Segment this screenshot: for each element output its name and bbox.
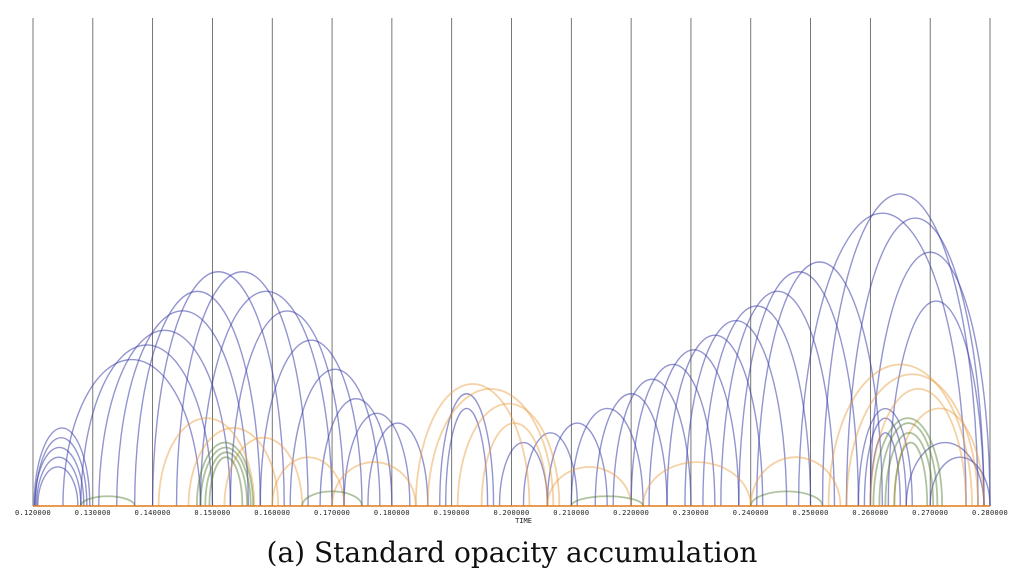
vertical-gridlines bbox=[32, 18, 991, 506]
blue-arc-25 bbox=[594, 393, 668, 507]
blue-arc-29 bbox=[666, 334, 764, 507]
green-arc-10 bbox=[570, 495, 644, 507]
x-tick-labels: 0.120000 0.130000 0.140000 0.150000 0.160000… bbox=[15, 509, 1008, 517]
blue-arc-41 bbox=[863, 417, 907, 507]
x-tick-label-1: 0.130000 bbox=[75, 509, 111, 517]
orange-arc-2 bbox=[223, 436, 304, 507]
arc-chart: 0.120000 0.130000 0.140000 0.150000 0.160000… bbox=[15, 18, 1008, 525]
x-tick-label-11: 0.230000 bbox=[673, 509, 709, 517]
orange-arc-10 bbox=[642, 461, 752, 507]
blue-arc-24 bbox=[570, 407, 644, 507]
blue-arc-26 bbox=[612, 378, 692, 507]
blue-arc-27 bbox=[630, 364, 716, 507]
orange-arc-3 bbox=[271, 456, 345, 507]
blue-arc-17 bbox=[343, 412, 411, 507]
blue-arc-44 bbox=[929, 456, 991, 507]
blue-arc-37 bbox=[845, 217, 985, 507]
green-arc-3 bbox=[208, 456, 244, 507]
blue-arc-34 bbox=[756, 261, 884, 507]
green-arc-2 bbox=[204, 451, 249, 507]
orange-arc-5 bbox=[414, 383, 531, 507]
blue-arc-16 bbox=[319, 397, 393, 507]
orange-arc-14 bbox=[869, 388, 967, 507]
blue-arc-19 bbox=[439, 393, 495, 507]
x-tick-label-4: 0.160000 bbox=[254, 509, 290, 517]
blue-arc-20 bbox=[445, 407, 489, 507]
green-arc-7 bbox=[893, 441, 929, 507]
blue-arc-38 bbox=[869, 251, 991, 507]
figure-caption: (a) Standard opacity accumulation bbox=[266, 536, 758, 569]
green-arc-1 bbox=[199, 446, 252, 507]
blue-arc-22 bbox=[522, 432, 578, 507]
orange-arc-1 bbox=[187, 427, 280, 507]
blue-arc-3 bbox=[35, 456, 82, 507]
x-tick-label-15: 0.270000 bbox=[912, 509, 948, 517]
green-arc-6 bbox=[884, 431, 935, 507]
green-arc-11 bbox=[749, 490, 824, 507]
green-arc-0 bbox=[195, 441, 255, 507]
blue-arc-7 bbox=[98, 329, 232, 507]
orange-arc-7 bbox=[456, 402, 561, 507]
x-tick-label-0: 0.120000 bbox=[15, 509, 51, 517]
orange-arc-9 bbox=[546, 466, 633, 507]
orange-arc-4 bbox=[331, 461, 417, 507]
arc-marks bbox=[33, 193, 991, 507]
x-axis-title: TIME bbox=[515, 517, 532, 525]
blue-arc-4 bbox=[37, 466, 79, 507]
blue-arc-40 bbox=[857, 407, 913, 507]
x-tick-label-13: 0.250000 bbox=[793, 509, 829, 517]
x-tick-label-5: 0.170000 bbox=[314, 509, 350, 517]
x-tick-label-8: 0.200000 bbox=[493, 509, 529, 517]
green-arc-4 bbox=[872, 417, 944, 507]
x-tick-label-16: 0.280000 bbox=[972, 509, 1008, 517]
blue-arc-42 bbox=[869, 432, 901, 507]
blue-arc-14 bbox=[259, 339, 363, 507]
x-tick-label-10: 0.220000 bbox=[613, 509, 649, 517]
x-tick-label-7: 0.190000 bbox=[434, 509, 470, 517]
x-tick-label-2: 0.140000 bbox=[135, 509, 171, 517]
blue-arc-15 bbox=[289, 368, 381, 507]
blue-arc-10 bbox=[151, 271, 285, 507]
blue-arc-0 bbox=[33, 427, 91, 507]
blue-arc-6 bbox=[80, 344, 214, 507]
orange-arc-12 bbox=[827, 363, 973, 507]
blue-arc-43 bbox=[905, 442, 985, 507]
blue-arc-18 bbox=[367, 422, 429, 507]
x-tick-label-12: 0.240000 bbox=[733, 509, 769, 517]
green-arc-5 bbox=[878, 422, 939, 507]
blue-arc-39 bbox=[887, 300, 985, 507]
x-tick-label-3: 0.150000 bbox=[194, 509, 230, 517]
blue-arc-12 bbox=[199, 290, 333, 507]
orange-arc-8 bbox=[480, 422, 549, 507]
x-tick-label-6: 0.180000 bbox=[374, 509, 410, 517]
orange-arc-13 bbox=[845, 373, 979, 507]
x-tick-label-9: 0.210000 bbox=[553, 509, 589, 517]
orange-arc-0 bbox=[157, 417, 256, 507]
blue-arc-35 bbox=[797, 212, 967, 507]
blue-arc-9 bbox=[133, 290, 261, 507]
blue-arc-5 bbox=[62, 359, 202, 507]
blue-arc-21 bbox=[498, 441, 549, 507]
x-tick-label-14: 0.260000 bbox=[852, 509, 888, 517]
orange-arc-15 bbox=[893, 407, 985, 507]
orange-arc-11 bbox=[749, 456, 842, 507]
orange-arc-6 bbox=[426, 388, 555, 507]
blue-arc-28 bbox=[648, 349, 740, 507]
green-arc-8 bbox=[79, 495, 136, 507]
green-arc-9 bbox=[301, 490, 363, 507]
blue-arc-11 bbox=[175, 271, 309, 507]
blue-arc-23 bbox=[546, 422, 608, 507]
